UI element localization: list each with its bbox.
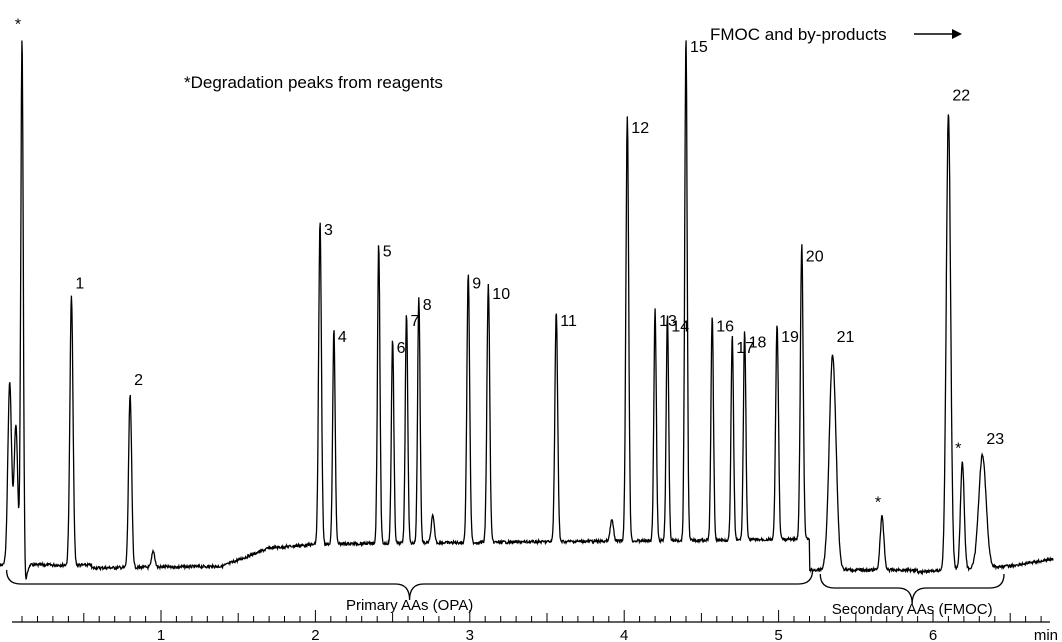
peak-label: 13 (659, 313, 677, 330)
x-tick-label: 6 (929, 627, 937, 642)
peak-label: 16 (716, 319, 734, 336)
peak-label: 14 (671, 319, 689, 336)
peak-label: 11 (560, 313, 577, 330)
x-tick-label: 4 (620, 627, 628, 642)
peak-label: 8 (423, 297, 432, 314)
x-tick-label: 1 (157, 627, 165, 642)
chromatogram-trace (0, 40, 1054, 580)
peak-label: * (875, 494, 881, 511)
peak-label: 20 (806, 249, 824, 266)
fmoc-byproducts-note: FMOC and by-products (710, 25, 887, 44)
peak-label: 18 (749, 335, 767, 352)
bracket-label: Secondary AAs (FMOC) (832, 601, 993, 618)
peak-label: 12 (631, 120, 649, 137)
peak-label: 6 (397, 340, 406, 357)
peak-label: 10 (492, 286, 510, 303)
x-tick-label: 3 (466, 627, 474, 642)
peak-label: 22 (952, 88, 970, 105)
x-axis-unit: min (1034, 627, 1058, 642)
trace-layer (0, 40, 1054, 580)
bracket-brace (5, 569, 814, 601)
peak-label: 17 (736, 340, 754, 357)
peak-label: * (15, 16, 21, 33)
peak-label: 15 (690, 39, 708, 56)
peak-label: * (955, 441, 961, 458)
bracket-layer: Primary AAs (OPA) Secondary AAs (FMOC) (5, 569, 1005, 618)
peak-label: 9 (472, 276, 481, 293)
bracket-label: Primary AAs (OPA) (346, 597, 473, 614)
peak-label: 2 (134, 372, 143, 389)
x-axis: 1 2 3 4 5 6 min (12, 610, 1058, 642)
peak-label: 1 (75, 276, 84, 293)
peak-label: 23 (986, 431, 1004, 448)
x-tick-label: 5 (774, 627, 782, 642)
peak-label: 3 (324, 222, 333, 239)
peak-label: 7 (411, 313, 420, 330)
bracket-brace (819, 573, 1005, 605)
peak-label: 4 (338, 329, 347, 346)
peak-label: 19 (781, 329, 799, 346)
degradation-note: *Degradation peaks from reagents (184, 73, 443, 92)
peak-label: 5 (383, 243, 392, 260)
fmoc-arrow-head (952, 29, 962, 39)
x-tick-label: 2 (311, 627, 319, 642)
peak-label: 21 (837, 329, 855, 346)
